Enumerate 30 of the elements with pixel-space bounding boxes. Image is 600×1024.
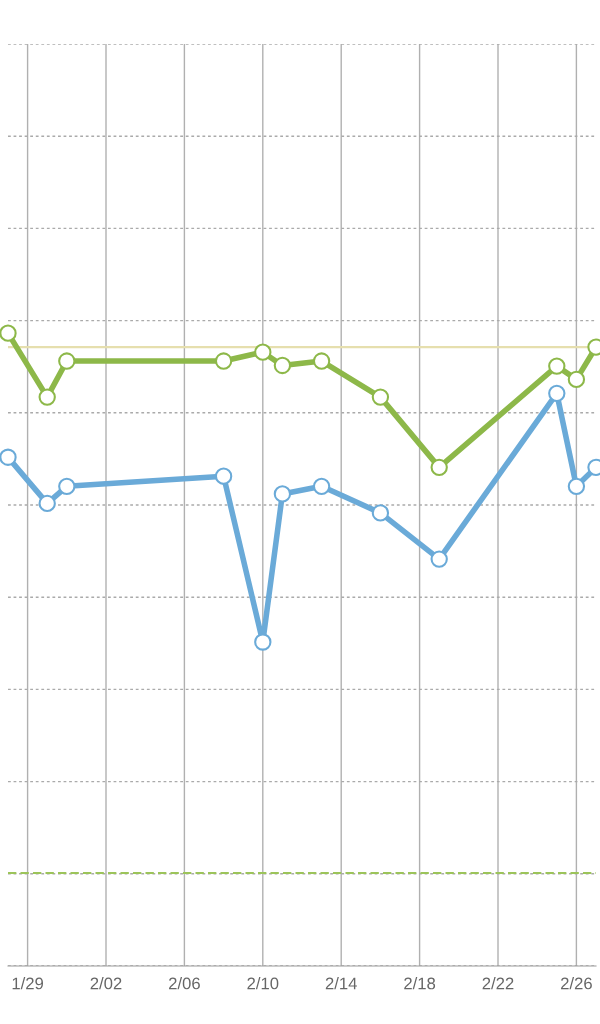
x-tick-label: 2/26 <box>561 977 592 990</box>
point <box>567 370 586 389</box>
x-tick-label: 2/02 <box>90 977 122 990</box>
point <box>312 477 331 496</box>
point <box>273 356 292 375</box>
point <box>58 477 76 496</box>
point <box>254 633 272 651</box>
x-tick-label: 2/10 <box>247 977 279 990</box>
point <box>273 485 292 503</box>
point <box>214 352 233 370</box>
x-tick-label: 2/14 <box>325 977 357 990</box>
point <box>548 384 566 402</box>
point <box>548 357 566 375</box>
point <box>312 352 331 370</box>
point <box>214 467 233 485</box>
point <box>371 504 390 522</box>
point <box>0 448 17 466</box>
x-tick-label: 2/22 <box>482 977 514 990</box>
x-tick-label: 2/18 <box>404 977 436 990</box>
point <box>371 388 390 406</box>
point <box>430 550 448 568</box>
x-tick-label: 1/29 <box>12 977 44 990</box>
point <box>254 343 272 361</box>
x-tick-label: 2/06 <box>169 977 200 990</box>
point <box>567 477 586 496</box>
point <box>430 458 448 477</box>
point <box>58 352 76 370</box>
point <box>0 324 17 342</box>
point <box>38 494 56 513</box>
point <box>38 388 56 406</box>
